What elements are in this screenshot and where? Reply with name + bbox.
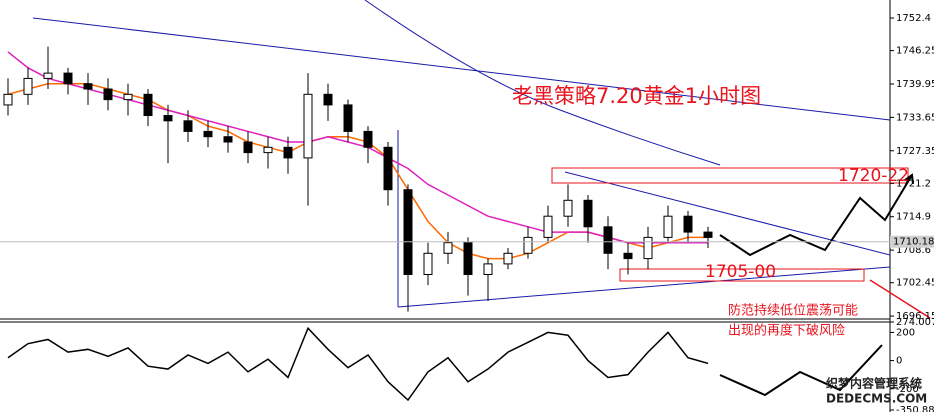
candle-body bbox=[223, 136, 233, 143]
candle-body bbox=[523, 236, 533, 254]
y-tick-label: 1727.35 bbox=[896, 146, 934, 157]
candle-body bbox=[123, 93, 133, 101]
y-tick-label: -350.881 bbox=[896, 405, 934, 412]
trend-line bbox=[32, 17, 891, 121]
candle-body bbox=[363, 130, 373, 148]
candle-body bbox=[423, 252, 433, 275]
y-tick-label: 0 bbox=[896, 356, 902, 367]
y-tick-label: 1708.6 bbox=[896, 245, 931, 256]
candle-body bbox=[283, 146, 293, 159]
candle-body bbox=[643, 236, 653, 260]
candle-body bbox=[23, 77, 33, 95]
last-price-label: 1710.18 bbox=[893, 237, 934, 248]
y-tick-label: 1696.15 bbox=[896, 311, 934, 322]
forecast-arrow bbox=[719, 344, 883, 397]
candle-body bbox=[163, 115, 173, 122]
forecast-arrow bbox=[719, 174, 913, 257]
candle-body bbox=[83, 83, 93, 90]
support-zone bbox=[619, 268, 865, 282]
annotation: 1705-00 bbox=[705, 262, 776, 282]
arrow-head bbox=[904, 173, 914, 185]
candle-body bbox=[203, 130, 213, 138]
candle-body bbox=[183, 120, 193, 132]
annotation: 防范持续低位震荡可能 bbox=[728, 303, 858, 319]
y-tick-label: 1746.25 bbox=[896, 46, 934, 57]
y-tick-label: 1714.9 bbox=[896, 212, 931, 223]
candle-body bbox=[603, 226, 613, 254]
y-tick-label: 1721.2 bbox=[896, 178, 931, 189]
trend-line bbox=[564, 171, 891, 256]
candle-body bbox=[703, 231, 713, 238]
candle-body bbox=[483, 263, 493, 275]
candle-body bbox=[103, 88, 113, 101]
candle-body bbox=[443, 242, 453, 254]
y-tick-label: -200 bbox=[896, 384, 919, 395]
candle-body bbox=[343, 104, 353, 132]
candle-body bbox=[403, 189, 413, 275]
candle-body bbox=[303, 93, 313, 159]
candle-body bbox=[503, 252, 513, 265]
resistance-zone bbox=[551, 167, 909, 184]
candle-body bbox=[43, 72, 53, 79]
y-tick-label: 1752.4 bbox=[896, 13, 931, 24]
annotation: 出现的再度下破风险 bbox=[728, 323, 845, 339]
candle-body bbox=[63, 72, 73, 85]
candle-body bbox=[383, 146, 393, 191]
y-tick-label: 1733.65 bbox=[896, 112, 934, 123]
candle-body bbox=[663, 215, 673, 238]
y-tick-label: 1702.45 bbox=[896, 278, 934, 289]
candle-body bbox=[3, 93, 13, 106]
candle-body bbox=[563, 199, 573, 217]
y-tick-label: 1739.95 bbox=[896, 79, 934, 90]
candle-body bbox=[143, 93, 153, 117]
last-price-box bbox=[890, 235, 934, 248]
candle-body bbox=[623, 252, 633, 260]
candle-body bbox=[463, 242, 473, 275]
candle-body bbox=[543, 215, 553, 238]
trend-line bbox=[397, 266, 891, 308]
chart-title: 老黑策略7.20黄金1小时图 bbox=[512, 84, 761, 108]
candle-body bbox=[583, 199, 593, 228]
risk-arrow bbox=[869, 279, 931, 319]
annotation: 1720-22 bbox=[838, 166, 909, 186]
watermark: 织梦内容管理系统 bbox=[826, 376, 922, 391]
candle-body bbox=[263, 146, 273, 154]
y-tick-label: 200 bbox=[896, 327, 915, 338]
indicator-line bbox=[7, 326, 709, 402]
candle-body bbox=[243, 141, 253, 154]
candle-body bbox=[683, 215, 693, 233]
candle-body bbox=[323, 93, 333, 106]
trend-curve bbox=[364, 0, 721, 166]
y-tick-label: 274.0076 bbox=[896, 317, 934, 328]
watermark: DEDECMS.COM bbox=[826, 392, 927, 406]
